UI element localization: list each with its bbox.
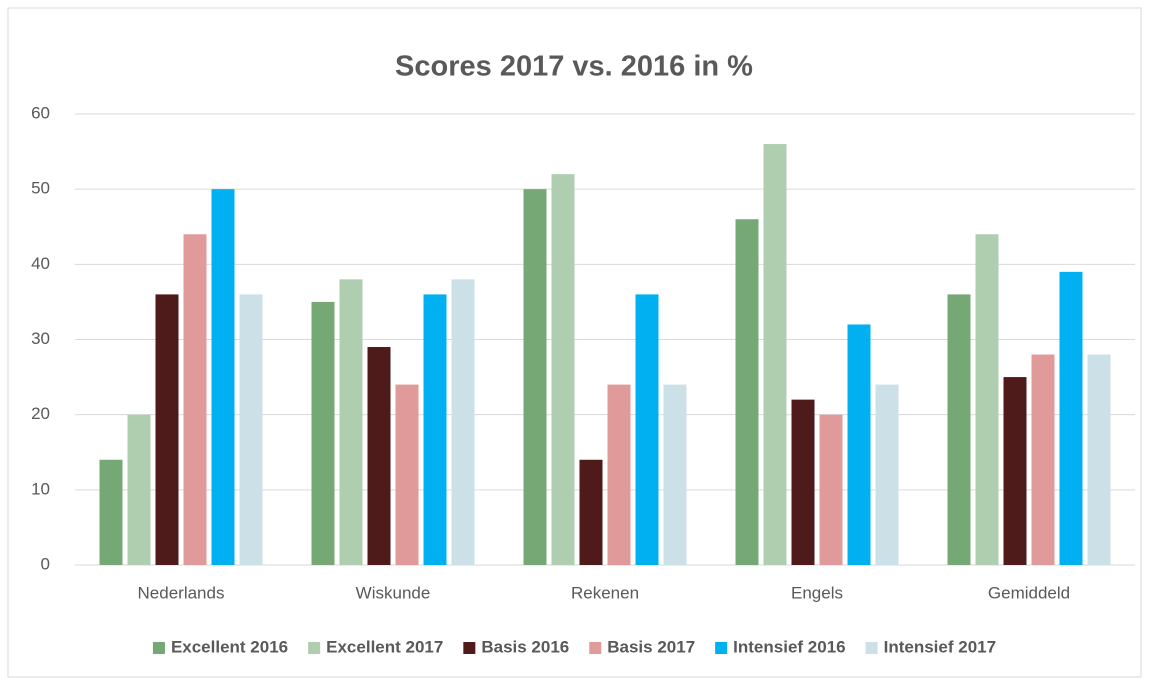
bar: [635, 294, 659, 565]
legend-label: Basis 2016: [481, 637, 569, 656]
bar: [395, 384, 419, 565]
bar: [423, 294, 447, 565]
bar: [127, 414, 151, 565]
x-tick-label: Wiskunde: [356, 583, 431, 602]
legend-label: Basis 2017: [607, 637, 695, 656]
y-tick-label: 50: [31, 179, 50, 198]
legend-label: Excellent 2017: [326, 637, 443, 656]
x-tick-label: Engels: [791, 583, 843, 602]
bar: [211, 189, 235, 565]
bar: [311, 301, 335, 565]
bar: [791, 399, 815, 565]
bar: [947, 294, 971, 565]
chart-title: Scores 2017 vs. 2016 in %: [395, 51, 753, 83]
bar: [99, 459, 123, 565]
y-tick-label: 20: [31, 404, 50, 423]
bar: [1059, 271, 1083, 565]
y-tick-label: 30: [31, 329, 50, 348]
bar: [339, 279, 363, 565]
x-tick-label: Gemiddeld: [988, 583, 1070, 602]
bar: [523, 189, 547, 565]
bar: [735, 219, 759, 565]
bar: [975, 234, 999, 565]
legend-label: Excellent 2016: [171, 637, 288, 656]
bar: [1087, 354, 1111, 565]
bar: [239, 294, 263, 565]
x-tick-label: Nederlands: [138, 583, 225, 602]
bar: [875, 384, 899, 565]
bar: [607, 384, 631, 565]
y-tick-label: 10: [31, 479, 50, 498]
bar: [155, 294, 179, 565]
legend-swatch: [152, 642, 165, 654]
y-tick-label: 0: [41, 554, 50, 573]
y-tick-label: 60: [31, 103, 50, 122]
legend-swatch: [715, 642, 728, 654]
legend-swatch: [589, 642, 602, 654]
bar: [1031, 354, 1055, 565]
bar: [1003, 377, 1027, 565]
bar: [763, 144, 787, 566]
bar: [579, 459, 603, 565]
legend-swatch: [865, 642, 878, 654]
y-tick-label: 40: [31, 254, 50, 273]
legend-swatch: [463, 642, 476, 654]
legend-label: Intensief 2016: [733, 637, 845, 656]
legend-label: Intensief 2017: [884, 637, 996, 656]
bar: [847, 324, 871, 565]
bar: [819, 414, 843, 565]
bar: [451, 279, 475, 565]
bar: [551, 174, 575, 565]
x-tick-label: Rekenen: [571, 583, 639, 602]
legend-swatch: [308, 642, 321, 654]
bar: [367, 347, 391, 565]
bar: [663, 384, 687, 565]
bar: [183, 234, 207, 565]
